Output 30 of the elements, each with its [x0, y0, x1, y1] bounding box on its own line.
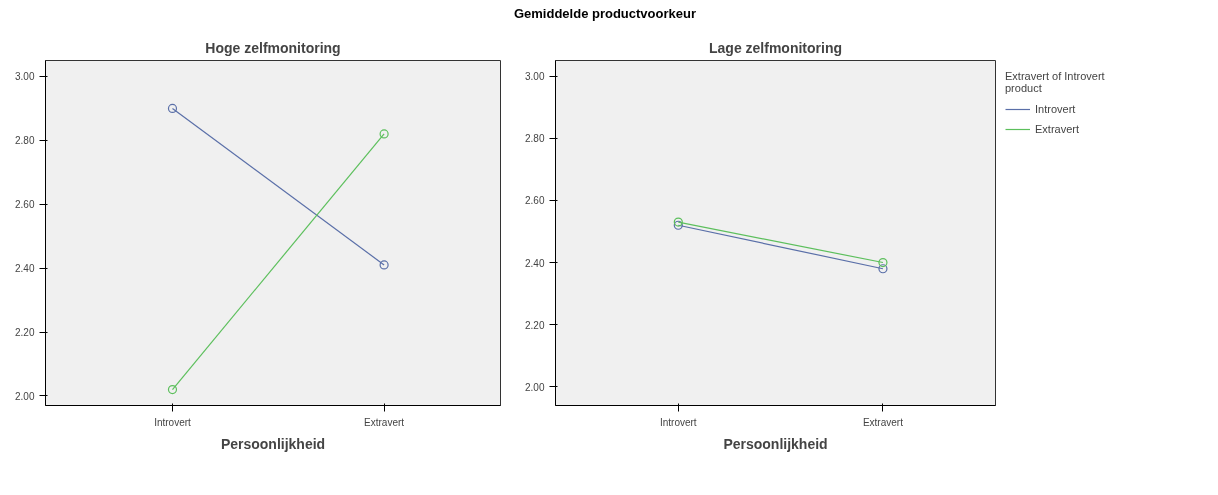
point: [167, 384, 178, 395]
point: [379, 129, 389, 139]
y-tick-label: 2.00: [525, 381, 545, 393]
point: [878, 264, 888, 274]
point: [167, 103, 178, 114]
x-tick-label: Extravert: [862, 416, 904, 428]
point: [878, 257, 888, 268]
y-tick-label: 2.60: [15, 199, 35, 211]
y-tick-label: 3.00: [15, 71, 35, 83]
point: [379, 260, 389, 270]
chart-title: Lage zelfmonitoring: [709, 39, 842, 56]
legend-label: Introvert: [1035, 103, 1076, 115]
y-tick-label: 2.00: [15, 390, 35, 402]
x-tick-label: Introvert: [659, 416, 697, 428]
y-tick-label: 2.40: [15, 263, 35, 275]
y-tick-label: 3.00: [525, 71, 545, 83]
text: Gemiddelde productvoorkeur: [513, 5, 697, 23]
x-axis-title: Persoonlijkheid: [723, 435, 828, 452]
y-tick-label: 2.20: [525, 319, 545, 331]
y-tick-label: 2.20: [15, 327, 35, 339]
y-tick-label: 2.80: [525, 133, 545, 145]
y-tick-label: 2.60: [525, 195, 545, 207]
x-tick-label: Introvert: [154, 416, 192, 428]
x-axis-title: Persoonlijkheid: [220, 435, 326, 452]
legend-label: Extravert: [1035, 123, 1080, 135]
x-tick-label: Extravert: [364, 416, 405, 428]
chart-title: Hoge zelfmonitoring: [205, 39, 341, 56]
legend-title: Extravert of Introvert product: [1005, 70, 1105, 94]
y-tick-label: 2.80: [15, 135, 35, 147]
y-tick-label: 2.40: [525, 257, 545, 269]
